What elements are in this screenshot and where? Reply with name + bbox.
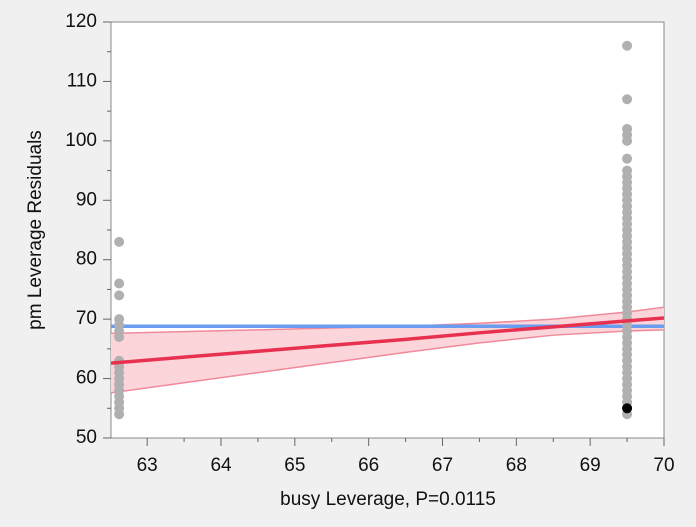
confidence-edge xyxy=(110,329,665,394)
point xyxy=(622,135,633,146)
point xyxy=(622,40,633,51)
y-tick-label: 80 xyxy=(76,249,97,270)
point xyxy=(622,94,633,105)
y-tick-label: 70 xyxy=(76,308,97,329)
y-tick-label: 110 xyxy=(67,70,97,91)
y-tick-label: 60 xyxy=(76,368,97,389)
point xyxy=(114,331,125,342)
x-axis-label: busy Leverage, P=0.0115 xyxy=(280,489,496,510)
point xyxy=(114,409,125,420)
x-tick-label: 63 xyxy=(137,455,158,476)
point xyxy=(114,278,125,289)
x-tick-label: 69 xyxy=(580,455,601,476)
point xyxy=(622,153,633,164)
y-tick-label: 50 xyxy=(76,427,97,448)
x-tick-label: 68 xyxy=(506,455,527,476)
y-tick-label: 100 xyxy=(65,130,97,151)
y-axis-label: pm Leverage Residuals xyxy=(25,130,46,330)
point xyxy=(114,236,125,247)
x-tick-label: 64 xyxy=(210,455,232,476)
fit-line xyxy=(110,316,665,365)
y-tick-label: 90 xyxy=(76,189,97,210)
x-tick-label: 65 xyxy=(284,455,305,476)
point xyxy=(114,290,125,301)
x-tick-label: 66 xyxy=(358,455,379,476)
x-tick-label: 67 xyxy=(432,455,453,476)
x-tick-label: 70 xyxy=(653,455,674,476)
point xyxy=(622,403,633,414)
y-tick-label: 120 xyxy=(65,11,97,32)
